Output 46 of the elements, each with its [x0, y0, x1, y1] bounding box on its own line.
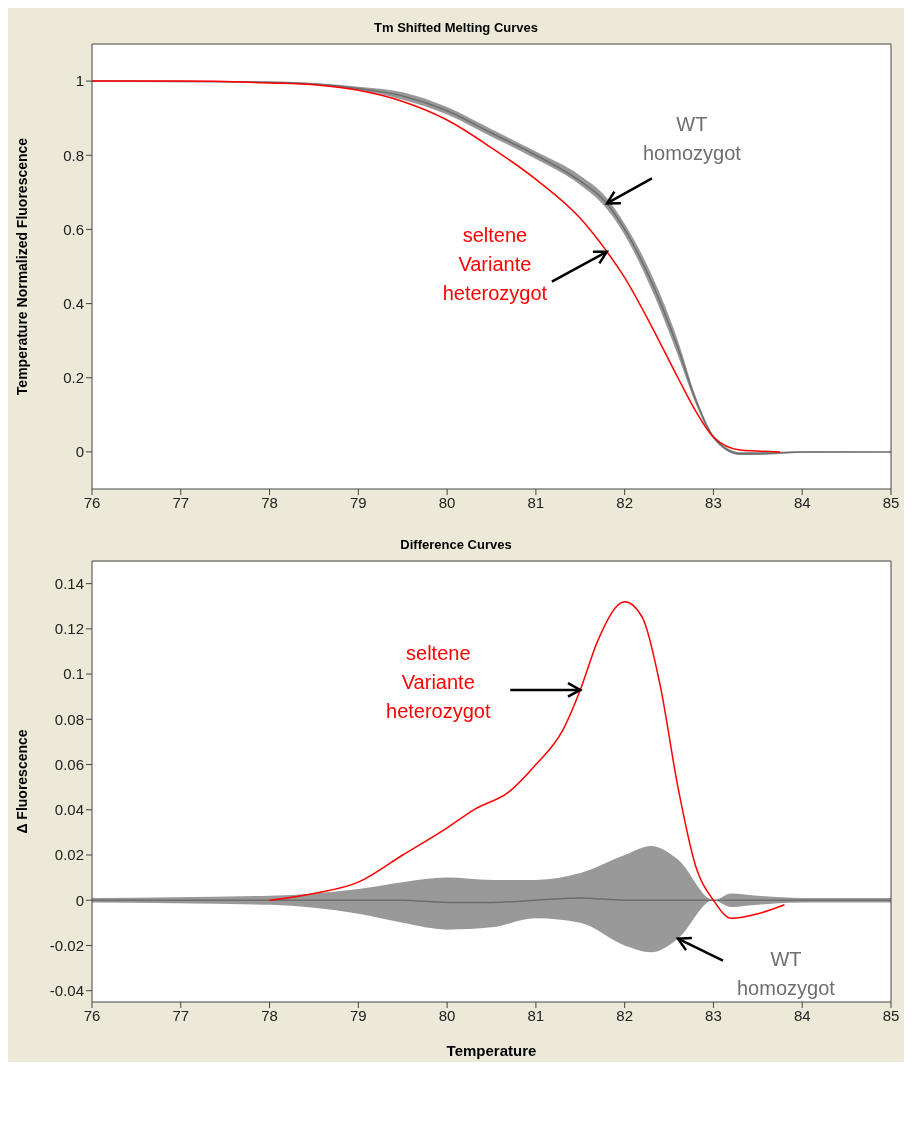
y-tick-label: 1	[75, 72, 84, 90]
y-tick-label: 0.6	[63, 220, 84, 238]
x-tick-label: 77	[172, 1006, 190, 1024]
line-series	[268, 600, 786, 920]
y-axis-title: Δ Fluorescence	[13, 729, 30, 834]
y-tick-label: -0.04	[49, 982, 84, 1000]
x-tick-label: 77	[172, 493, 190, 511]
y-tick-label: 0	[75, 891, 84, 909]
x-tick-label: 76	[83, 1006, 101, 1024]
y-tick-label: 0.12	[54, 620, 84, 638]
x-tick-label: 76	[83, 493, 101, 511]
y-tick-label: 0.08	[54, 710, 84, 728]
y-tick-label: 0	[75, 443, 84, 461]
y-tick-label: 0.8	[63, 146, 84, 164]
x-tick-label: 82	[616, 493, 634, 511]
x-tick-label: 83	[705, 493, 722, 511]
annotation: seltene Variante heterozygot	[386, 641, 491, 722]
y-tick-label: 0.2	[63, 369, 84, 387]
y-tick-label: 0.04	[54, 801, 84, 819]
x-tick-label: 80	[438, 1006, 456, 1024]
x-tick-label: 79	[349, 1006, 367, 1024]
x-tick-label: 81	[527, 493, 545, 511]
annotation: WT homozygot	[642, 113, 742, 165]
x-tick-label: 85	[882, 493, 900, 511]
x-tick-label: 84	[793, 493, 811, 511]
x-axis-title: Temperature	[446, 1042, 537, 1059]
annotation: WT homozygot	[737, 947, 836, 999]
x-tick-label: 84	[793, 1006, 811, 1024]
y-tick-label: -0.02	[49, 936, 84, 954]
y-axis-title: Temperature Normalized Fluorescence	[13, 137, 30, 396]
chart-title: Difference Curves	[399, 536, 513, 552]
x-tick-label: 81	[527, 1006, 545, 1024]
x-tick-label: 80	[438, 493, 456, 511]
x-tick-label: 83	[705, 1006, 722, 1024]
y-tick-label: 0.1	[63, 665, 84, 683]
x-tick-label: 78	[261, 493, 278, 511]
x-tick-label: 82	[616, 1006, 634, 1024]
x-tick-label: 79	[349, 493, 367, 511]
y-tick-label: 0.14	[54, 574, 84, 592]
y-tick-label: 0.4	[63, 294, 84, 312]
y-tick-label: 0.02	[54, 846, 84, 864]
x-tick-label: 85	[882, 1006, 900, 1024]
annotation: seltene Variante heterozygot	[442, 223, 548, 304]
chart-title: Tm Shifted Melting Curves	[373, 19, 539, 35]
y-tick-label: 0.06	[54, 755, 84, 773]
x-tick-label: 78	[261, 1006, 278, 1024]
